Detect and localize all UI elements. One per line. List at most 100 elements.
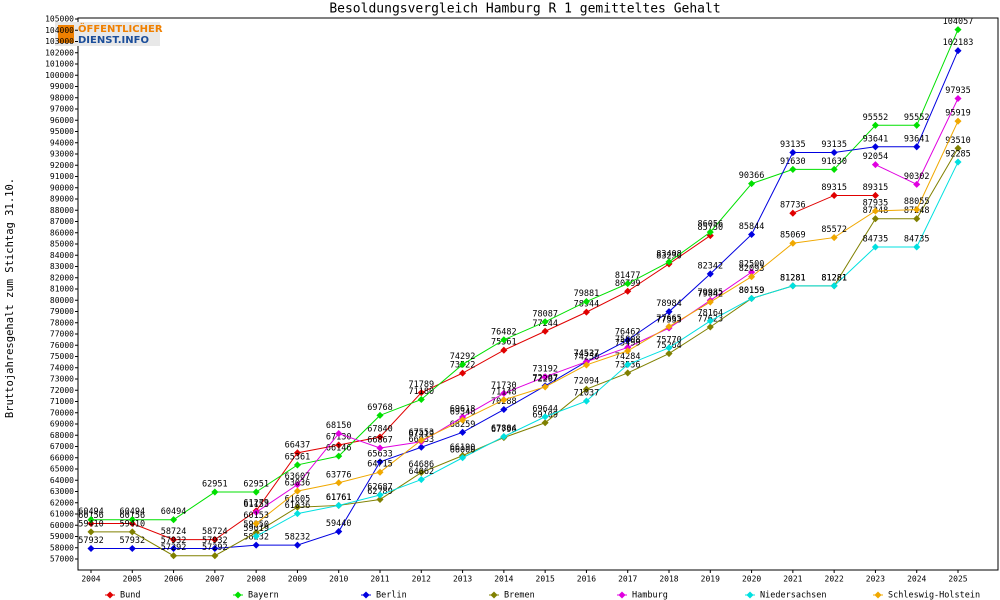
value-label: 88055 [904, 197, 930, 207]
value-label: 83408 [656, 249, 682, 259]
point [335, 501, 343, 509]
point [376, 411, 384, 419]
value-label: 58232 [285, 533, 311, 543]
point [293, 487, 301, 495]
value-label: 65633 [367, 449, 393, 459]
value-label: 57292 [202, 543, 228, 553]
y-tick-label: 67000 [50, 442, 74, 451]
point [748, 273, 756, 281]
y-tick-label: 94000 [50, 138, 74, 147]
value-label: 84735 [863, 234, 889, 244]
y-tick-label: 101000 [45, 60, 74, 69]
y-tick-label: 82000 [50, 273, 74, 282]
series-line [255, 161, 959, 537]
point [459, 454, 467, 462]
y-tick-label: 74000 [50, 363, 74, 372]
y-tick-label: 90000 [50, 183, 74, 192]
value-label: 82342 [697, 261, 723, 271]
series-line [91, 235, 711, 541]
point [830, 282, 838, 290]
y-tick-label: 84000 [50, 251, 74, 260]
point [830, 165, 838, 173]
legend-label: Niedersachsen [760, 591, 827, 600]
point [871, 207, 879, 215]
point [954, 158, 962, 166]
y-tick-label: 93000 [50, 150, 74, 159]
point [541, 383, 549, 391]
value-label: 102183 [943, 38, 974, 48]
value-label: 85750 [697, 223, 723, 233]
value-label: 93510 [945, 136, 971, 146]
series: 59019 61036 61761 62687 64062 66000 67884 69644… [243, 150, 971, 540]
point [376, 495, 384, 504]
y-tick-label: 92000 [50, 161, 74, 170]
x-tick-label: 2010 [329, 575, 348, 584]
value-label: 74292 [450, 352, 476, 362]
point [500, 405, 508, 414]
y-tick-label: 104000 [45, 26, 74, 35]
point [170, 544, 178, 553]
point [624, 347, 632, 355]
logo: ÖFFENTLICHER DIENST.INFO [55, 21, 163, 46]
point [624, 280, 632, 288]
point [211, 544, 219, 553]
x-tick-label: 2025 [948, 575, 967, 584]
point [459, 416, 467, 424]
point [541, 419, 549, 427]
series: 5941059410572925729259350616056176162289… [78, 136, 971, 560]
point [500, 336, 508, 344]
x-tick-label: 2008 [247, 575, 266, 584]
value-label: 81477 [615, 271, 641, 281]
x-tick-label: 2020 [742, 575, 761, 584]
point [582, 298, 590, 306]
y-tick-label: 85000 [50, 240, 74, 249]
point [335, 452, 343, 460]
y-tick-label: 80000 [50, 296, 74, 305]
y-tick-label: 88000 [50, 206, 74, 215]
y-tick-label: 71000 [50, 397, 74, 406]
value-label: 61605 [285, 495, 311, 505]
y-tick-label: 77000 [50, 330, 74, 339]
point [293, 541, 301, 549]
value-label: 59410 [78, 519, 104, 529]
value-label: 60494 [119, 507, 145, 517]
y-tick-label: 95000 [50, 127, 74, 136]
x-tick-label: 2007 [205, 575, 224, 584]
point [500, 389, 508, 397]
point [582, 397, 590, 405]
value-label: 63607 [285, 472, 311, 482]
value-label: 75499 [615, 338, 641, 348]
point [335, 430, 343, 438]
value-label: 104057 [943, 17, 974, 27]
x-tick-label: 2015 [536, 575, 555, 584]
x-tick-label: 2023 [866, 575, 885, 584]
value-label: 87935 [863, 198, 889, 208]
x-tick-label: 2022 [825, 575, 844, 584]
value-label: 71037 [574, 389, 600, 399]
y-tick-label: 60000 [50, 521, 74, 530]
value-label: 85572 [821, 225, 847, 235]
value-label: 93135 [821, 140, 847, 150]
point [128, 516, 136, 524]
y-tick-label: 59000 [50, 532, 74, 541]
x-tick-label: 2024 [907, 575, 926, 584]
point [87, 519, 95, 528]
y-tick-label: 96000 [50, 116, 74, 125]
point [459, 360, 467, 369]
point [954, 144, 962, 152]
point [582, 308, 590, 316]
point [252, 519, 260, 528]
point [830, 148, 838, 157]
point [706, 323, 714, 331]
value-label: 67796 [491, 425, 517, 435]
point [871, 191, 879, 199]
series: 5793257932579325793258232582325944065633… [78, 38, 974, 553]
value-label: 64686 [408, 460, 434, 470]
legend-label: Berlin [376, 591, 407, 600]
value-label: 81281 [821, 273, 847, 283]
point [913, 243, 921, 251]
value-label: 93641 [863, 134, 889, 144]
point [954, 47, 962, 55]
point [706, 270, 714, 278]
logo-text: ÖFFENTLICHER [78, 21, 163, 35]
